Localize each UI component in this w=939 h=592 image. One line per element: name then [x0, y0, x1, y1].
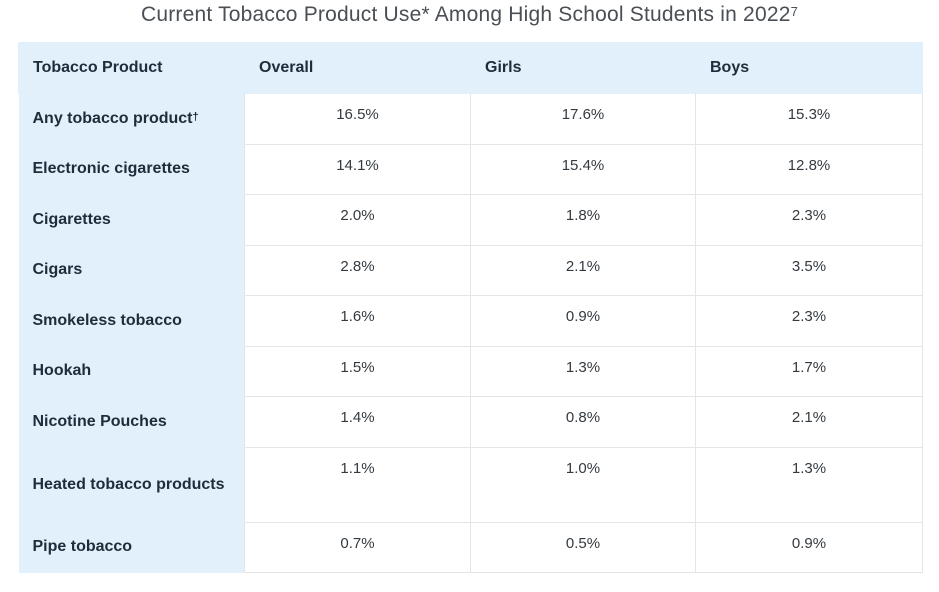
cell-overall: 16.5% — [244, 93, 471, 145]
row-label: Cigars — [18, 244, 245, 296]
row-label: Pipe tobacco — [18, 521, 245, 573]
tobacco-use-table: Tobacco Product Overall Girls Boys Any t… — [18, 42, 923, 573]
table-row: Any tobacco product† 16.5% 17.6% 15.3% — [18, 93, 923, 145]
cell-overall: 1.5% — [244, 345, 471, 397]
header-girls: Girls — [470, 42, 696, 94]
table-row: Hookah 1.5% 1.3% 1.7% — [18, 345, 923, 397]
cell-boys: 0.9% — [695, 521, 923, 573]
row-label: Cigarettes — [18, 194, 245, 246]
cell-girls: 0.9% — [470, 295, 696, 347]
table-title: Current Tobacco Product Use* Among High … — [0, 0, 939, 32]
row-label: Heated tobacco products — [18, 446, 245, 523]
table-row: Cigars 2.8% 2.1% 3.5% — [18, 244, 923, 296]
row-label: Any tobacco product† — [18, 93, 245, 145]
cell-boys: 3.5% — [695, 244, 923, 296]
row-label: Smokeless tobacco — [18, 295, 245, 347]
cell-boys: 1.7% — [695, 345, 923, 397]
table-title-text: Current Tobacco Product Use* Among High … — [140, 3, 791, 26]
table-row: Smokeless tobacco 1.6% 0.9% 2.3% — [18, 295, 923, 347]
cell-girls: 1.3% — [470, 345, 696, 397]
cell-boys: 1.3% — [695, 446, 923, 523]
cell-overall: 1.1% — [244, 446, 471, 523]
cell-overall: 1.6% — [244, 295, 471, 347]
cell-overall: 14.1% — [244, 143, 471, 195]
table-row: Cigarettes 2.0% 1.8% 2.3% — [18, 194, 923, 246]
cell-girls: 15.4% — [470, 143, 696, 195]
row-label-text: Any tobacco product — [32, 109, 193, 127]
dagger-footnote-ref[interactable]: † — [192, 110, 199, 123]
header-tobacco-product: Tobacco Product — [18, 42, 245, 94]
cell-boys: 15.3% — [695, 93, 923, 145]
header-overall: Overall — [244, 42, 471, 94]
cell-boys: 12.8% — [695, 143, 923, 195]
cell-overall: 0.7% — [244, 521, 471, 573]
cell-girls: 0.8% — [470, 396, 696, 448]
title-footnote-ref[interactable]: 7 — [790, 4, 799, 19]
table-row: Electronic cigarettes 14.1% 15.4% 12.8% — [18, 143, 923, 195]
table-row: Nicotine Pouches 1.4% 0.8% 2.1% — [18, 396, 923, 448]
cell-girls: 1.0% — [470, 446, 696, 523]
row-label: Nicotine Pouches — [18, 396, 245, 448]
table-row: Heated tobacco products 1.1% 1.0% 1.3% — [18, 446, 923, 523]
cell-boys: 2.3% — [695, 295, 923, 347]
cell-girls: 0.5% — [470, 521, 696, 573]
row-label: Electronic cigarettes — [18, 143, 245, 195]
cell-overall: 2.8% — [244, 244, 471, 296]
row-label: Hookah — [18, 345, 245, 397]
header-boys: Boys — [695, 42, 923, 94]
cell-boys: 2.1% — [695, 396, 923, 448]
cell-overall: 1.4% — [244, 396, 471, 448]
cell-overall: 2.0% — [244, 194, 471, 246]
table-row: Pipe tobacco 0.7% 0.5% 0.9% — [18, 521, 923, 573]
cell-girls: 17.6% — [470, 93, 696, 145]
cell-girls: 1.8% — [470, 194, 696, 246]
cell-girls: 2.1% — [470, 244, 696, 296]
table-header-row: Tobacco Product Overall Girls Boys — [18, 42, 923, 94]
cell-boys: 2.3% — [695, 194, 923, 246]
